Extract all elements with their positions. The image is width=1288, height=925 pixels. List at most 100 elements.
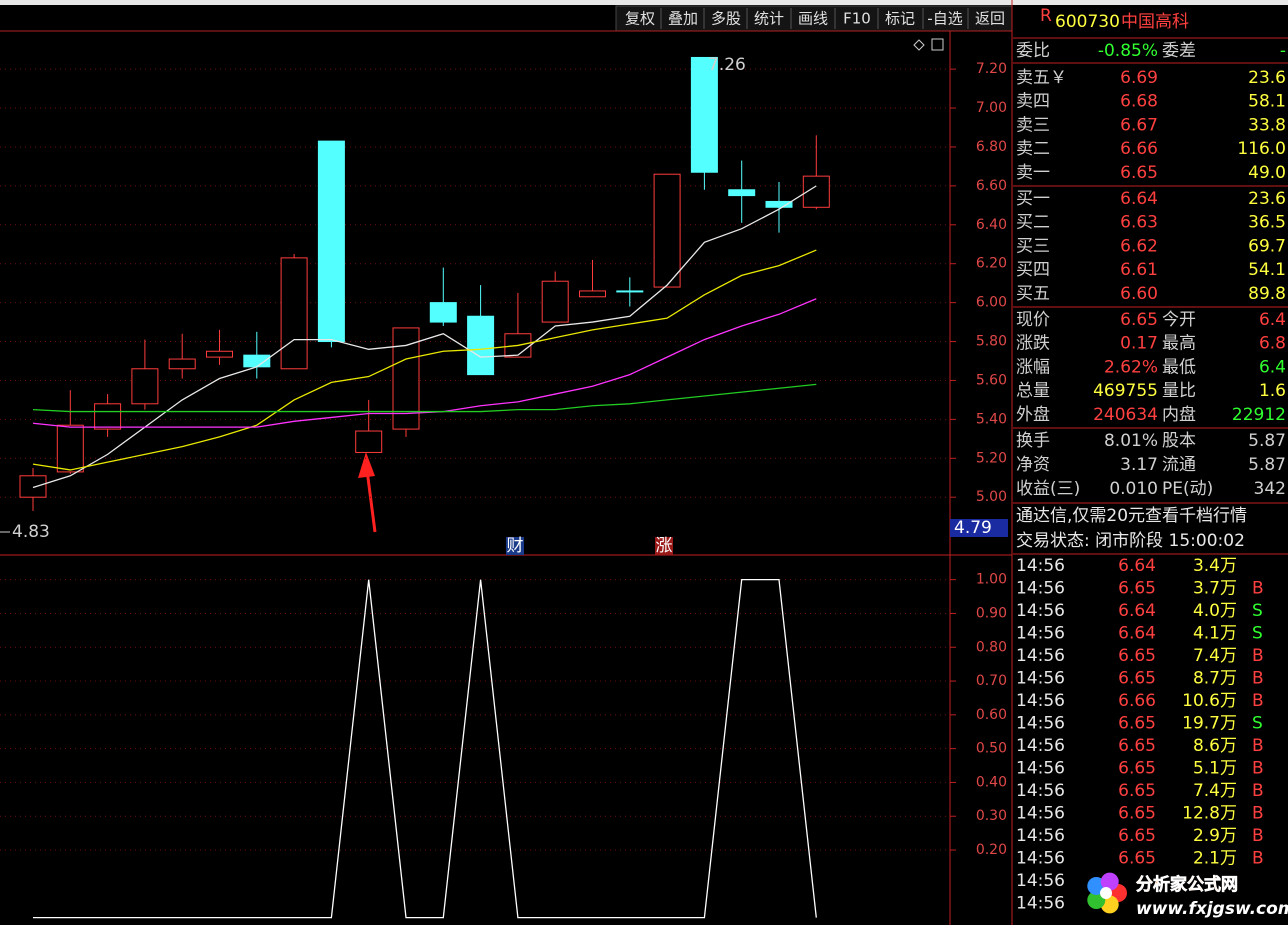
quote-text: 换手 bbox=[1016, 431, 1050, 451]
candle-body bbox=[728, 189, 756, 197]
quote-text: 买三 bbox=[1016, 236, 1050, 256]
arrow bbox=[365, 469, 377, 533]
quote-text: 14:56 bbox=[1016, 669, 1065, 689]
toolbar-button[interactable]: -自选 bbox=[927, 10, 962, 28]
candle-body bbox=[765, 200, 793, 208]
quote-text: 最低 bbox=[1162, 357, 1196, 377]
charts bbox=[0, 56, 950, 919]
quote-text: 4.0万 bbox=[1193, 601, 1237, 621]
quote-text: 14:56 bbox=[1016, 691, 1065, 711]
y-tick-label: 6.80 bbox=[976, 139, 1007, 155]
quote-text: 通达信,仅需20元查看千档行情 bbox=[1016, 506, 1247, 526]
quote-text: 116.0 bbox=[1237, 139, 1286, 159]
quote-text: 14:56 bbox=[1016, 894, 1065, 914]
quote-text: 3.4万 bbox=[1193, 556, 1237, 576]
quote-text: 6.65 bbox=[1120, 163, 1158, 183]
quote-text: 36.5 bbox=[1248, 213, 1286, 233]
quote-text: 14:56 bbox=[1016, 601, 1065, 621]
quote-text: 6.63 bbox=[1120, 213, 1158, 233]
y-tick-label: 0.40 bbox=[976, 774, 1007, 790]
moving-average bbox=[32, 249, 817, 471]
signal-line bbox=[33, 579, 817, 919]
y-tick-label: 5.00 bbox=[976, 489, 1007, 505]
quote-text: 卖一 bbox=[1016, 163, 1050, 183]
quote-text: 内盘 bbox=[1162, 405, 1196, 425]
top-strip bbox=[0, 0, 1288, 5]
quote-text: 6.64 bbox=[1120, 189, 1158, 209]
candle-body bbox=[168, 358, 196, 370]
quote-text: 14:56 bbox=[1016, 646, 1065, 666]
annotation-bg bbox=[506, 537, 524, 555]
quote-text: 6.8 bbox=[1259, 334, 1286, 354]
quote-text: 6.64 bbox=[1118, 624, 1156, 644]
quote-text: 委比 bbox=[1016, 41, 1050, 61]
annotation-bg bbox=[655, 537, 673, 555]
y-tick-label: 0.30 bbox=[976, 808, 1007, 824]
toolbar-button[interactable]: 统计 bbox=[754, 10, 784, 28]
quote-text: 卖四 bbox=[1016, 92, 1050, 112]
quote-text: 7.4万 bbox=[1193, 781, 1237, 801]
quote-text: - bbox=[1280, 41, 1286, 61]
annotation: 涨 bbox=[656, 536, 673, 556]
quote-text: B bbox=[1252, 691, 1264, 711]
quote-text: 量比 bbox=[1162, 381, 1196, 401]
toolbar bbox=[615, 5, 1013, 32]
candle-body bbox=[355, 430, 383, 453]
quote-text: B bbox=[1252, 669, 1264, 689]
quote-text: 6.4 bbox=[1259, 310, 1286, 330]
toolbar-button[interactable]: 复权 bbox=[625, 10, 655, 28]
quote-text: 14:56 bbox=[1016, 804, 1065, 824]
candle-body bbox=[206, 350, 233, 358]
quote-text: 6.68 bbox=[1120, 92, 1158, 112]
quote-text: 49.0 bbox=[1248, 163, 1286, 183]
quote-text: -0.85% bbox=[1098, 41, 1158, 61]
toolbar-button[interactable]: 返回 bbox=[975, 10, 1005, 28]
quote-text: PE(动) bbox=[1162, 479, 1213, 499]
candle-body bbox=[317, 140, 345, 343]
quote-text: B bbox=[1252, 826, 1264, 846]
candle-body bbox=[429, 302, 457, 323]
candle-body bbox=[690, 56, 718, 173]
annotation: 4.83 bbox=[12, 522, 50, 542]
quote-text: S bbox=[1252, 601, 1263, 621]
quote-text: 22912 bbox=[1232, 405, 1286, 425]
moving-average bbox=[32, 185, 817, 489]
icon bbox=[931, 38, 944, 51]
quote-text: 14:56 bbox=[1016, 736, 1065, 756]
quote-text: B bbox=[1252, 849, 1264, 869]
y-tick-label: 7.20 bbox=[976, 61, 1007, 77]
y-tick-label: 1.00 bbox=[976, 572, 1007, 588]
quote-text: 5.1万 bbox=[1193, 759, 1237, 779]
quote-text: 6.62 bbox=[1120, 236, 1158, 256]
toolbar-button[interactable]: 多股 bbox=[711, 10, 741, 28]
toolbar-button[interactable]: F10 bbox=[843, 10, 871, 28]
quote-text: 33.8 bbox=[1248, 115, 1286, 135]
quote-text: 外盘 bbox=[1016, 405, 1050, 425]
quote-text: 卖五￥ bbox=[1016, 68, 1067, 88]
quote-text: 卖三 bbox=[1016, 115, 1050, 135]
toolbar-button[interactable]: 标记 bbox=[885, 10, 915, 28]
quote-text: 6.65 bbox=[1118, 804, 1156, 824]
quote-text: 6.64 bbox=[1118, 556, 1156, 576]
quote-text: 涨跌 bbox=[1016, 334, 1050, 354]
quote-text: S bbox=[1252, 714, 1263, 734]
quote-text: 今开 bbox=[1162, 310, 1196, 330]
toolbar-button[interactable]: 叠加 bbox=[668, 10, 698, 28]
quote-text: 买二 bbox=[1016, 213, 1050, 233]
quote-text: 600730 bbox=[1055, 12, 1120, 32]
quote-text: 14:56 bbox=[1016, 849, 1065, 869]
quote-text: 委差 bbox=[1162, 41, 1196, 61]
y-tick-label: 6.40 bbox=[976, 217, 1007, 233]
quote-text: 342 bbox=[1254, 479, 1286, 499]
y-tick-label: 6.60 bbox=[976, 178, 1007, 194]
quote-text: 6.65 bbox=[1118, 714, 1156, 734]
y-tick-label: 0.60 bbox=[976, 707, 1007, 723]
logo-petal bbox=[1100, 872, 1119, 891]
y-tick-label: 5.40 bbox=[976, 411, 1007, 427]
logo-center bbox=[1100, 887, 1112, 899]
quote-text: 7.4万 bbox=[1193, 646, 1237, 666]
toolbar-button[interactable]: 画线 bbox=[798, 10, 828, 28]
quote-text: 1.6 bbox=[1259, 381, 1286, 401]
